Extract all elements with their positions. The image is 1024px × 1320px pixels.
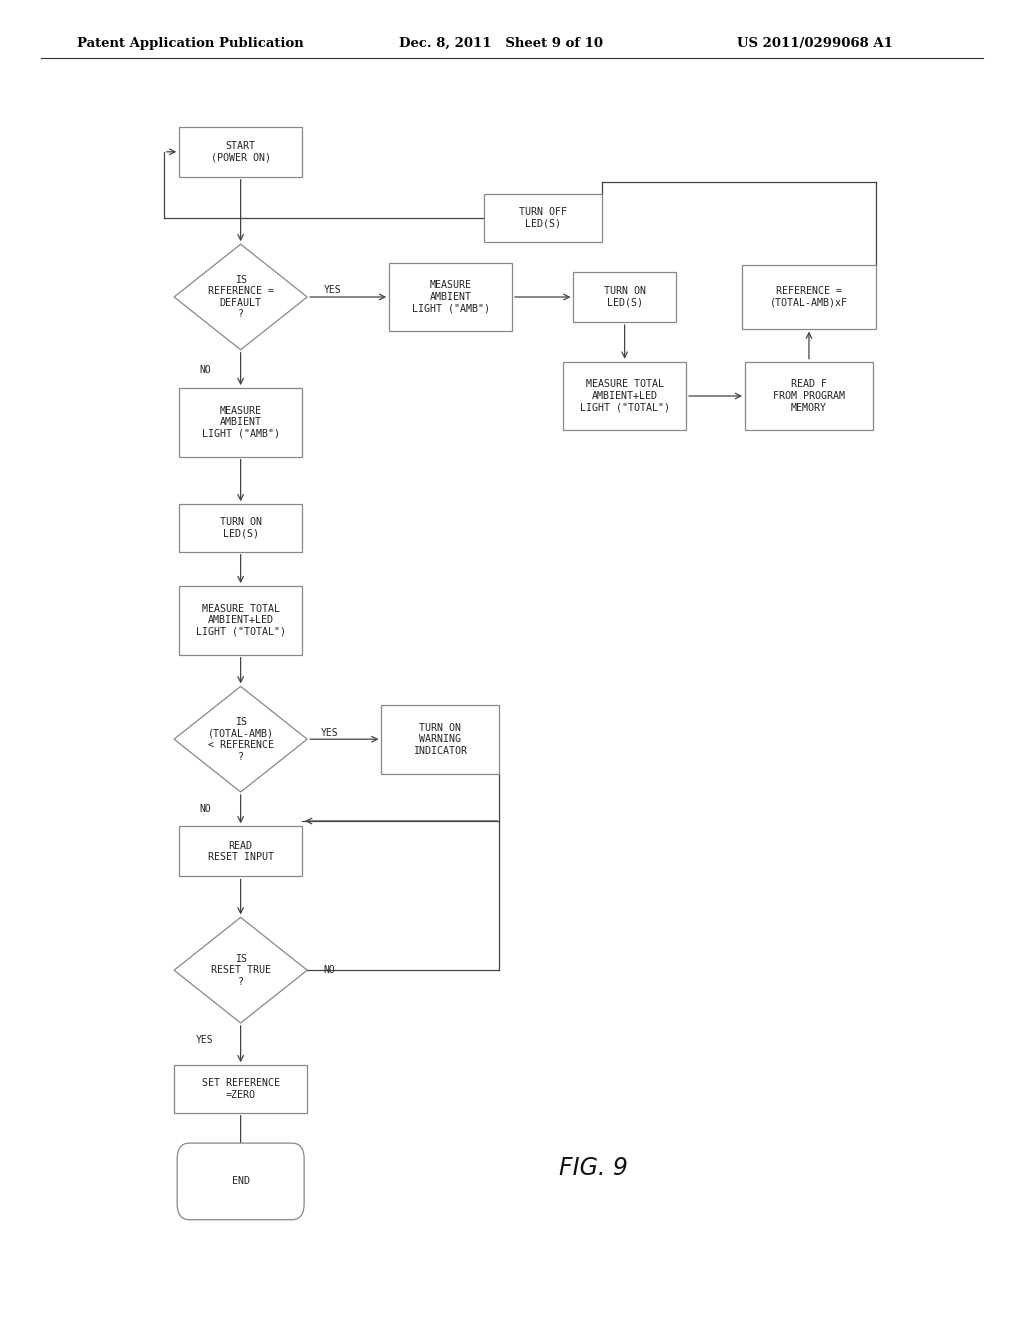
FancyBboxPatch shape bbox=[179, 826, 302, 876]
FancyBboxPatch shape bbox=[745, 362, 872, 430]
Text: FIG. 9: FIG. 9 bbox=[559, 1156, 629, 1180]
Text: TURN OFF
LED(S): TURN OFF LED(S) bbox=[519, 207, 566, 228]
Text: START
(POWER ON): START (POWER ON) bbox=[211, 141, 270, 162]
Text: MEASURE
AMBIENT
LIGHT ("AMB"): MEASURE AMBIENT LIGHT ("AMB") bbox=[202, 405, 280, 440]
Text: MEASURE
AMBIENT
LIGHT ("AMB"): MEASURE AMBIENT LIGHT ("AMB") bbox=[412, 280, 489, 314]
Text: READ F
FROM PROGRAM
MEMORY: READ F FROM PROGRAM MEMORY bbox=[773, 379, 845, 413]
Polygon shape bbox=[174, 686, 307, 792]
Text: IS
REFERENCE =
DEFAULT
?: IS REFERENCE = DEFAULT ? bbox=[208, 275, 273, 319]
FancyBboxPatch shape bbox=[742, 265, 876, 329]
Text: MEASURE TOTAL
AMBIENT+LED
LIGHT ("TOTAL"): MEASURE TOTAL AMBIENT+LED LIGHT ("TOTAL"… bbox=[580, 379, 670, 413]
FancyBboxPatch shape bbox=[381, 705, 500, 774]
Text: IS
RESET TRUE
?: IS RESET TRUE ? bbox=[211, 953, 270, 987]
Text: YES: YES bbox=[196, 1035, 214, 1045]
FancyBboxPatch shape bbox=[573, 272, 676, 322]
FancyBboxPatch shape bbox=[484, 194, 602, 242]
Text: IS
(TOTAL-AMB)
< REFERENCE
?: IS (TOTAL-AMB) < REFERENCE ? bbox=[208, 717, 273, 762]
FancyBboxPatch shape bbox=[179, 504, 302, 552]
Text: TURN ON
WARNING
INDICATOR: TURN ON WARNING INDICATOR bbox=[414, 722, 467, 756]
Text: Dec. 8, 2011   Sheet 9 of 10: Dec. 8, 2011 Sheet 9 of 10 bbox=[399, 37, 603, 50]
Text: TURN ON
LED(S): TURN ON LED(S) bbox=[219, 517, 262, 539]
Text: NO: NO bbox=[199, 804, 211, 814]
Text: MEASURE TOTAL
AMBIENT+LED
LIGHT ("TOTAL"): MEASURE TOTAL AMBIENT+LED LIGHT ("TOTAL"… bbox=[196, 603, 286, 638]
Polygon shape bbox=[174, 244, 307, 350]
Text: NO: NO bbox=[199, 364, 211, 375]
FancyBboxPatch shape bbox=[389, 263, 512, 331]
Text: YES: YES bbox=[321, 727, 339, 738]
Text: YES: YES bbox=[324, 285, 342, 296]
FancyBboxPatch shape bbox=[179, 127, 302, 177]
Text: NO: NO bbox=[324, 965, 336, 975]
FancyBboxPatch shape bbox=[179, 388, 302, 457]
Text: END: END bbox=[231, 1176, 250, 1187]
Text: REFERENCE =
(TOTAL-AMB)xF: REFERENCE = (TOTAL-AMB)xF bbox=[770, 286, 848, 308]
Text: TURN ON
LED(S): TURN ON LED(S) bbox=[603, 286, 646, 308]
FancyBboxPatch shape bbox=[179, 586, 302, 655]
FancyBboxPatch shape bbox=[174, 1065, 307, 1113]
FancyBboxPatch shape bbox=[177, 1143, 304, 1220]
FancyBboxPatch shape bbox=[563, 362, 686, 430]
Polygon shape bbox=[174, 917, 307, 1023]
Text: Patent Application Publication: Patent Application Publication bbox=[77, 37, 303, 50]
Text: SET REFERENCE
=ZERO: SET REFERENCE =ZERO bbox=[202, 1078, 280, 1100]
Text: READ
RESET INPUT: READ RESET INPUT bbox=[208, 841, 273, 862]
Text: US 2011/0299068 A1: US 2011/0299068 A1 bbox=[737, 37, 893, 50]
